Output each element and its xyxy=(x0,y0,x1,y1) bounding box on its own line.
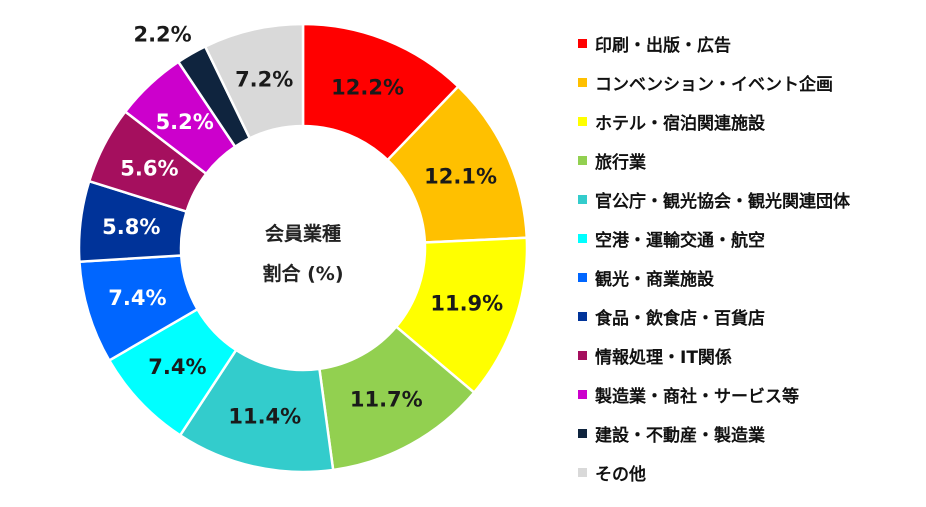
legend-item: その他 xyxy=(578,453,918,492)
legend-swatch xyxy=(578,273,587,282)
donut-slice xyxy=(203,22,305,140)
data-label: 7.4% xyxy=(148,355,206,379)
legend-item: 印刷・出版・広告 xyxy=(578,24,918,63)
legend-swatch xyxy=(578,234,587,243)
legend-label: 製造業・商社・サービス等 xyxy=(595,387,799,407)
legend-item: 観光・商業施設 xyxy=(578,258,918,297)
data-label: 11.7% xyxy=(350,388,423,412)
legend-label: 官公庁・観光協会・観光関連団体 xyxy=(595,192,850,212)
data-label: 7.4% xyxy=(108,286,166,310)
data-label: 2.2% xyxy=(133,23,191,47)
legend: 印刷・出版・広告コンベンション・イベント企画 ホテル・宿泊関連施設 旅行業官公庁・観… xyxy=(578,24,918,492)
data-label: 7.2% xyxy=(235,67,293,91)
legend-item: 空港・運輸交通・航空 xyxy=(578,219,918,258)
data-labels: 12.2% 12.1% 11.9% 11.7% 11.4% 7.4% 7.4% 5.8% 5.6… xyxy=(102,23,503,429)
legend-swatch xyxy=(578,156,587,165)
data-label: 11.4% xyxy=(228,405,301,429)
legend-label: 食品・飲食店・百貨店 xyxy=(595,309,765,329)
legend-item: 旅行業 xyxy=(578,141,918,180)
center-title: 会員業種 xyxy=(265,222,341,245)
legend-swatch xyxy=(578,117,587,126)
data-label: 12.1% xyxy=(424,165,497,189)
data-label: 5.6% xyxy=(120,156,178,180)
legend-item: 建設・不動産・製造業 xyxy=(578,414,918,453)
legend-swatch xyxy=(578,195,587,204)
legend-swatch xyxy=(578,312,587,321)
legend-label: 観光・商業施設 xyxy=(595,270,714,290)
legend-swatch xyxy=(578,390,587,399)
legend-label: 空港・運輸交通・航空 xyxy=(595,231,765,251)
legend-item: 官公庁・観光協会・観光関連団体 xyxy=(578,180,918,219)
legend-label: コンベンション・イベント企画 xyxy=(595,75,833,95)
legend-label: 印刷・出版・広告 xyxy=(595,36,731,56)
data-label: 5.8% xyxy=(102,215,160,239)
data-label: 12.2% xyxy=(331,76,404,100)
legend-label: 旅行業 xyxy=(595,153,646,173)
legend-label: ホテル・宿泊関連施設 xyxy=(595,114,765,134)
data-label: 11.9% xyxy=(430,292,503,316)
legend-label: 建設・不動産・製造業 xyxy=(595,426,765,446)
data-label: 5.2% xyxy=(156,110,214,134)
legend-swatch xyxy=(578,351,587,360)
legend-item: 製造業・商社・サービス等 xyxy=(578,375,918,414)
legend-swatch xyxy=(578,429,587,438)
legend-label: 情報処理・IT関係 xyxy=(595,348,732,368)
center-subtitle: 割合 (%) xyxy=(262,262,343,285)
legend-label: その他 xyxy=(595,465,646,485)
legend-swatch xyxy=(578,39,587,48)
legend-item: 食品・飲食店・百貨店 xyxy=(578,297,918,336)
legend-item: 情報処理・IT関係 xyxy=(578,336,918,375)
legend-item: ホテル・宿泊関連施設 xyxy=(578,102,918,141)
legend-swatch xyxy=(578,78,587,87)
legend-swatch xyxy=(578,468,587,477)
donut-slices xyxy=(77,22,529,474)
legend-item: コンベンション・イベント企画 xyxy=(578,63,918,102)
